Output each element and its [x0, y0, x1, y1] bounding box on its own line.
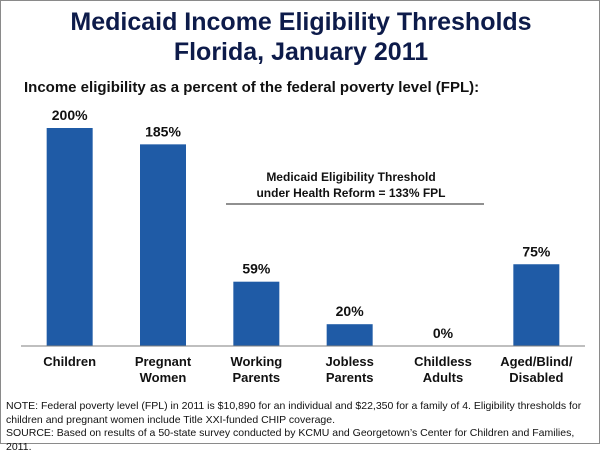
category-label-3-1: Parents	[326, 370, 374, 385]
category-label-0-0: Children	[43, 354, 96, 369]
category-label-3-0: Jobless	[325, 354, 373, 369]
value-label-1: 185%	[145, 123, 181, 139]
source-text: SOURCE: Based on results of a 50-state s…	[6, 427, 575, 453]
category-label-2-0: Working	[230, 354, 282, 369]
category-label-4-1: Adults	[423, 370, 463, 385]
chart-subtitle: Income eligibility as a percent of the f…	[24, 79, 480, 96]
value-label-3: 20%	[336, 303, 365, 319]
footnotes: NOTE: Federal poverty level (FPL) in 201…	[6, 400, 598, 454]
chart-title-line1: Medicaid Income Eligibility Thresholds	[70, 8, 532, 36]
threshold-annotation-line1: Medicaid Eligibility Threshold	[266, 170, 435, 184]
value-label-5: 75%	[522, 243, 551, 259]
bar-0	[46, 128, 93, 346]
category-label-5-1: Disabled	[509, 370, 563, 385]
category-label-4-0: Childless	[414, 354, 472, 369]
note-text: NOTE: Federal poverty level (FPL) in 201…	[6, 400, 582, 426]
category-label-1-0: Pregnant	[135, 354, 192, 369]
value-label-4: 0%	[433, 325, 454, 341]
category-label-1-1: Women	[140, 370, 187, 385]
category-label-2-1: Parents	[232, 370, 280, 385]
value-label-0: 200%	[52, 107, 88, 123]
bar-chart: 200%Children185%PregnantWomen59%WorkingP…	[21, 107, 585, 385]
threshold-annotation-line2: under Health Reform = 133% FPL	[256, 186, 445, 200]
category-label-5-0: Aged/Blind/	[500, 354, 573, 369]
chart-title-line2: Florida, January 2011	[173, 38, 429, 66]
bar-2	[233, 281, 280, 346]
bar-1	[140, 144, 186, 346]
value-label-2: 59%	[242, 261, 271, 277]
bar-3	[326, 324, 373, 346]
bar-5	[513, 264, 560, 346]
